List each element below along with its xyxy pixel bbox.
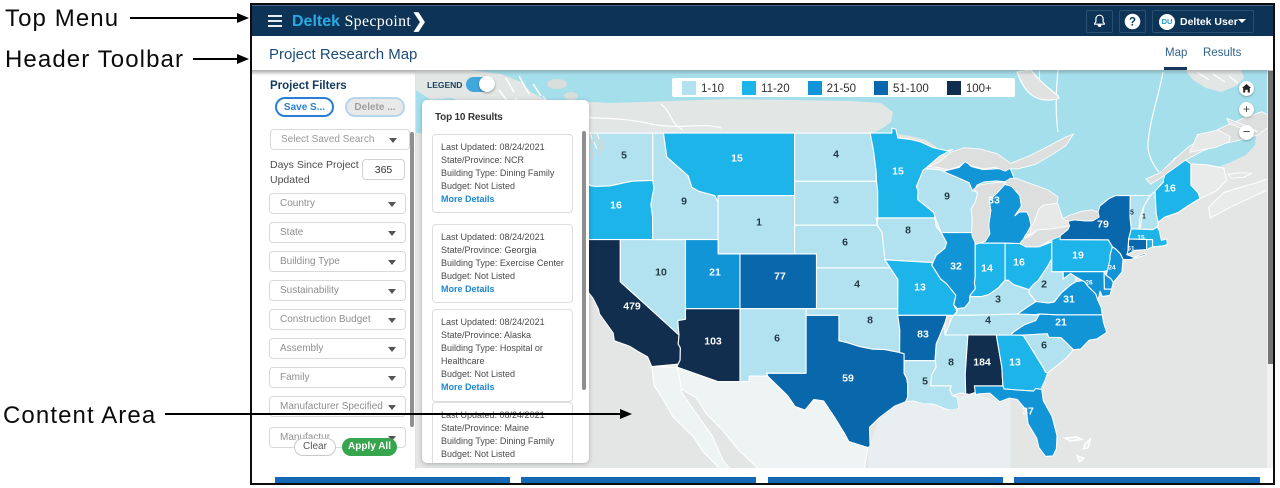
svg-text:24: 24 <box>1108 265 1116 272</box>
svg-text:103: 103 <box>704 336 722 348</box>
svg-text:5: 5 <box>922 376 928 388</box>
svg-text:21: 21 <box>709 267 721 279</box>
svg-text:5: 5 <box>1130 210 1134 217</box>
svg-text:184: 184 <box>973 357 991 369</box>
svg-text:32: 32 <box>950 261 962 273</box>
svg-text:8: 8 <box>905 225 911 237</box>
svg-text:37: 37 <box>1022 406 1034 418</box>
svg-text:21: 21 <box>1055 317 1067 329</box>
svg-text:5: 5 <box>621 150 627 162</box>
svg-text:9: 9 <box>944 191 950 203</box>
svg-text:15: 15 <box>892 166 904 178</box>
svg-text:?: ? <box>1129 17 1136 29</box>
svg-text:15: 15 <box>1137 235 1145 242</box>
svg-text:33: 33 <box>988 195 1000 207</box>
svg-text:13: 13 <box>1009 357 1021 369</box>
svg-text:6: 6 <box>1041 340 1047 352</box>
svg-text:16: 16 <box>1013 257 1025 269</box>
svg-text:79: 79 <box>1097 219 1109 231</box>
svg-text:6: 6 <box>774 333 780 345</box>
svg-text:13: 13 <box>914 282 926 294</box>
svg-text:10: 10 <box>655 267 667 279</box>
svg-text:8: 8 <box>867 315 873 327</box>
svg-text:9: 9 <box>681 196 687 208</box>
svg-text:19: 19 <box>1072 250 1084 262</box>
svg-text:15: 15 <box>731 153 743 165</box>
svg-text:59: 59 <box>842 373 854 385</box>
svg-text:3: 3 <box>995 294 1001 306</box>
svg-text:14: 14 <box>981 263 993 275</box>
svg-text:1: 1 <box>756 217 762 229</box>
svg-text:1: 1 <box>1142 214 1146 221</box>
svg-text:61: 61 <box>1127 246 1135 253</box>
svg-text:3: 3 <box>833 195 839 207</box>
svg-text:479: 479 <box>623 301 641 313</box>
svg-text:6: 6 <box>842 237 848 249</box>
svg-text:4: 4 <box>985 315 991 327</box>
svg-text:16: 16 <box>1164 183 1176 195</box>
svg-text:83: 83 <box>917 329 929 341</box>
svg-text:8: 8 <box>948 357 954 369</box>
svg-text:2: 2 <box>1041 279 1047 291</box>
svg-text:4: 4 <box>854 279 860 291</box>
svg-text:4: 4 <box>833 149 839 161</box>
svg-text:31: 31 <box>1063 294 1075 306</box>
svg-text:77: 77 <box>774 271 786 283</box>
svg-text:16: 16 <box>610 200 622 212</box>
svg-text:26: 26 <box>1085 280 1093 287</box>
